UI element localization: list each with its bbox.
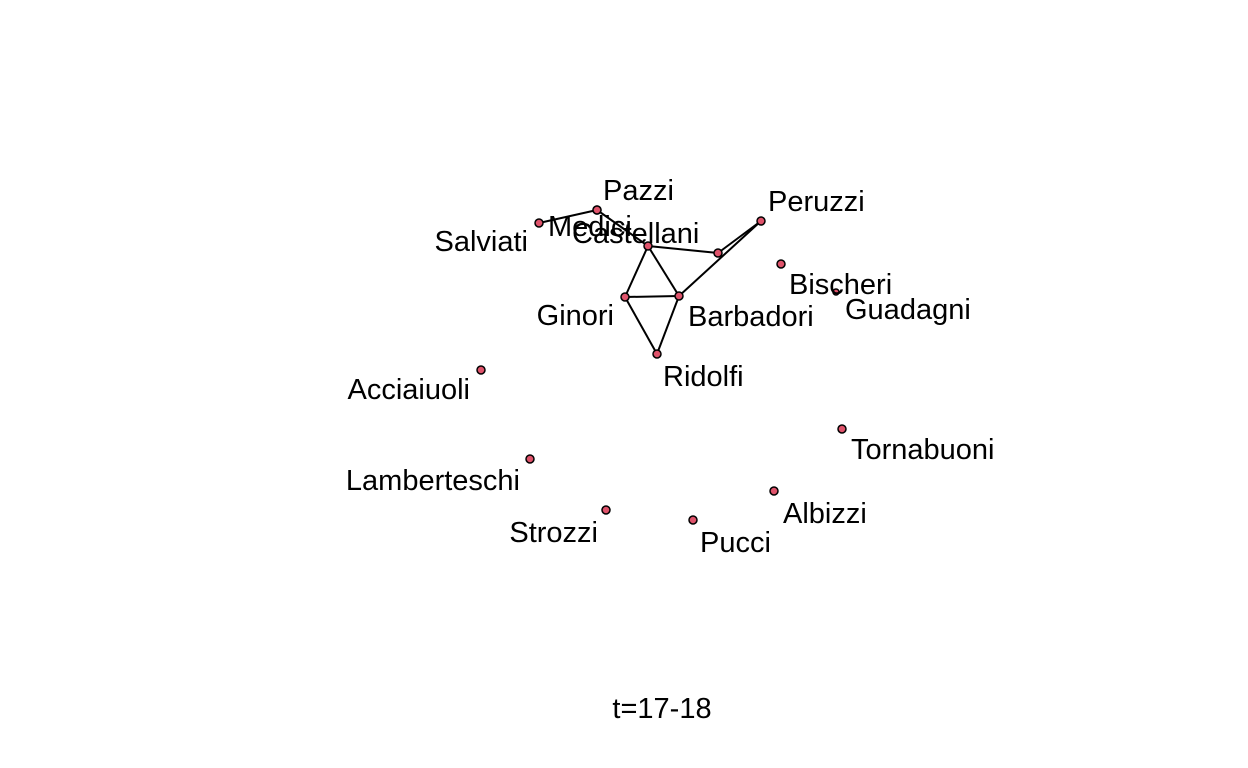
node-bischeri[interactable] [713,248,723,258]
node-guadagni[interactable] [776,259,786,269]
node-acciaiuoli[interactable] [476,365,486,375]
node-label-castellani: Castellani [572,218,699,250]
node-label-pucci: Pucci [700,527,771,559]
node-ridolfi[interactable] [652,349,662,359]
graph-caption: t=17-18 [612,693,711,725]
node-label-strozzi: Strozzi [509,517,598,549]
node-label-ginori: Ginori [537,300,614,332]
labels-layer: Salviati Medici Pazzi Castellani Peruzzi Bisc… [346,175,995,559]
edge-castellani-ginori [624,245,649,298]
node-label-peruzzi: Peruzzi [768,186,865,218]
node-peruzzi[interactable] [756,216,766,226]
node-label-bischeri: Bischeri [789,269,892,301]
node-albizzi[interactable] [769,486,779,496]
edges-layer [538,209,762,355]
edge-ginori-barbadori [624,295,680,298]
node-strozzi[interactable] [601,505,611,515]
node-castellani[interactable] [643,241,653,251]
node-tornabuoni[interactable] [837,424,847,434]
nodes-layer [476,205,847,525]
node-label-tornabuoni: Tornabuoni [851,434,995,466]
node-salviati[interactable] [534,218,544,228]
node-label-lamberteschi: Lamberteschi [346,465,520,497]
node-label-salviati: Salviati [435,226,529,258]
edge-pazzi-castellani [596,209,649,247]
edge-ginori-ridolfi [624,296,658,355]
node-label-medici: Medici [548,211,632,243]
node-label-ridolfi: Ridolfi [663,361,744,393]
node-barbadori[interactable] [674,291,684,301]
edge-salviati-pazzi [538,209,598,224]
node-label-acciaiuoli: Acciaiuoli [348,374,471,406]
node-lamberteschi[interactable] [525,454,535,464]
edge-peruzzi-bischeri [717,220,762,254]
node-pazzi[interactable] [592,205,602,215]
node-guadagni-marker [832,288,840,296]
edge-barbadori-ridolfi [656,295,680,355]
edge-castellani-bischeri [647,245,719,254]
node-label-albizzi: Albizzi [783,498,867,530]
node-ginori[interactable] [620,292,630,302]
node-label-barbadori: Barbadori [688,301,814,333]
node-pucci[interactable] [688,515,698,525]
edge-castellani-barbadori [647,245,680,297]
node-label-guadagni: Guadagni [845,294,971,326]
node-label-pazzi: Pazzi [603,175,674,207]
edge-barbadori-peruzzi [678,220,762,297]
